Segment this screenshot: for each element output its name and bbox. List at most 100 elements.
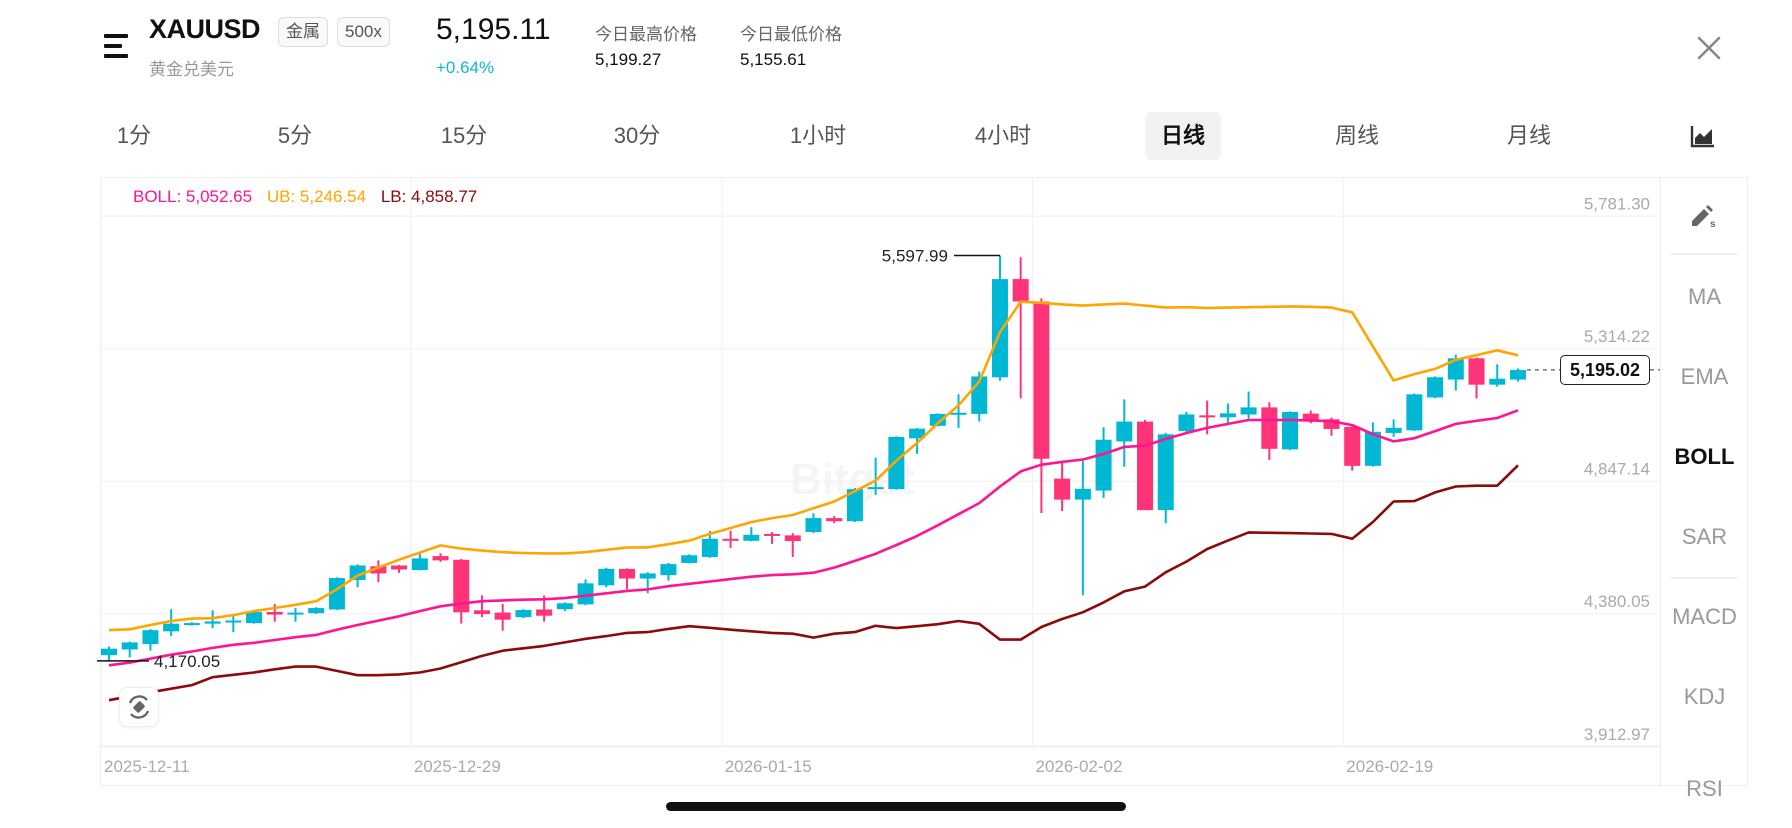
candle-body	[660, 564, 677, 576]
tab-30m[interactable]: 30分	[613, 123, 661, 148]
candle-body	[1012, 279, 1029, 302]
candle-body	[556, 603, 573, 610]
boll-upper-line	[108, 300, 1519, 632]
candle-body	[142, 630, 159, 645]
candle-body	[1137, 421, 1153, 511]
x-axis-label: 2026-01-15	[725, 757, 812, 776]
candle-body	[1385, 427, 1402, 433]
menu-icon[interactable]	[104, 34, 134, 60]
boll-lower-line	[108, 464, 1519, 702]
candle	[619, 568, 635, 590]
candle	[1074, 459, 1091, 596]
candle	[681, 554, 698, 564]
indicator-boll[interactable]: BOLL	[1674, 444, 1735, 469]
home-indicator[interactable]	[666, 802, 1126, 811]
leverage-tag: 500x	[337, 17, 390, 47]
candle-body	[1282, 411, 1299, 450]
x-axis-label: 2026-02-02	[1035, 757, 1122, 776]
candle	[1364, 422, 1381, 467]
day-low-value: 5,155.61	[740, 50, 807, 69]
candle	[453, 558, 470, 624]
close-icon[interactable]	[1694, 33, 1724, 63]
candle-body	[1406, 394, 1423, 431]
candle-body	[681, 555, 698, 563]
tab-weekly[interactable]: 周线	[1334, 123, 1380, 148]
candle	[1282, 411, 1299, 450]
candle	[1385, 419, 1402, 437]
indicator-ma[interactable]: MA	[1688, 284, 1721, 309]
candle-body	[1468, 358, 1485, 385]
timeframe-tabs: 1分 5分 15分 30分 1小时 4小时 日线 周线 月线	[0, 112, 1792, 160]
candle	[743, 527, 760, 542]
candle-body	[494, 612, 511, 620]
tab-monthly[interactable]: 月线	[1506, 123, 1552, 148]
candle	[764, 531, 781, 544]
candle-body	[784, 535, 801, 542]
area-chart-icon[interactable]	[1690, 124, 1716, 148]
candle-body	[266, 612, 283, 615]
candle	[1054, 462, 1071, 511]
candle-body	[1427, 377, 1444, 398]
candle	[577, 579, 594, 606]
tab-15m[interactable]: 15分	[440, 123, 488, 148]
candle-body	[1157, 434, 1174, 511]
rotate-screen-button[interactable]	[119, 687, 159, 727]
candle-body	[743, 534, 760, 541]
candle-body	[225, 620, 242, 623]
last-price: 5,195.11	[436, 13, 551, 46]
x-axis-label: 2026-02-19	[1346, 757, 1433, 776]
candle	[598, 567, 615, 588]
symbol-title[interactable]: XAUUSD	[149, 14, 261, 44]
candle	[163, 609, 180, 637]
tab-1m[interactable]: 1分	[116, 123, 152, 148]
candle	[1427, 376, 1444, 399]
y-axis-label: 5,314.22	[1584, 327, 1650, 346]
indicator-kdj[interactable]: KDJ	[1683, 684, 1726, 709]
candle-body	[1095, 439, 1112, 491]
last-price-marker: 5,195.02	[1560, 354, 1650, 385]
candle	[370, 560, 387, 583]
category-tag: 金属	[278, 17, 328, 47]
candle	[246, 610, 263, 624]
indicator-sar[interactable]: SAR	[1681, 524, 1728, 549]
candle	[1157, 432, 1174, 524]
y-axis-label: 5,781.30	[1584, 195, 1650, 214]
candle-body	[846, 489, 863, 522]
candle	[888, 436, 905, 490]
indicator-ema[interactable]: EMA	[1680, 364, 1729, 389]
candle-body	[349, 565, 366, 580]
candle-body	[598, 568, 615, 586]
candle-body	[1447, 358, 1464, 380]
y-axis-label: 4,380.05	[1584, 592, 1650, 611]
candle-body	[619, 568, 635, 579]
candle	[1489, 364, 1506, 387]
pencil-icon[interactable]: s	[1689, 202, 1719, 230]
tab-4h[interactable]: 4小时	[974, 123, 1032, 148]
candle-body	[722, 538, 739, 541]
sidebar-separator	[1670, 577, 1738, 579]
candle	[1344, 426, 1361, 471]
candle	[391, 564, 408, 573]
candle	[308, 607, 325, 615]
candle-body	[246, 612, 263, 624]
legend-lb: LB: 4,858.77	[380, 187, 478, 206]
tab-1h[interactable]: 1小时	[789, 123, 847, 148]
candle-body	[888, 436, 905, 490]
tab-5m[interactable]: 5分	[277, 123, 313, 148]
candle-body	[950, 412, 967, 415]
candle-body	[867, 487, 884, 490]
candle-body	[1509, 369, 1526, 380]
candle-body	[1033, 301, 1050, 459]
candle	[1406, 393, 1423, 431]
indicator-macd[interactable]: MACD	[1672, 604, 1737, 629]
candle-body	[163, 623, 180, 632]
y-axis-label: 3,912.97	[1584, 725, 1650, 744]
high-price-label: 5,597.99	[882, 247, 948, 266]
candle	[1261, 402, 1278, 460]
indicator-rsi[interactable]: RSI	[1686, 776, 1723, 796]
candle	[1095, 427, 1112, 498]
x-axis-label: 2025-12-11	[104, 757, 190, 776]
candle-body	[101, 648, 117, 656]
tab-daily[interactable]: 日线	[1144, 112, 1222, 160]
